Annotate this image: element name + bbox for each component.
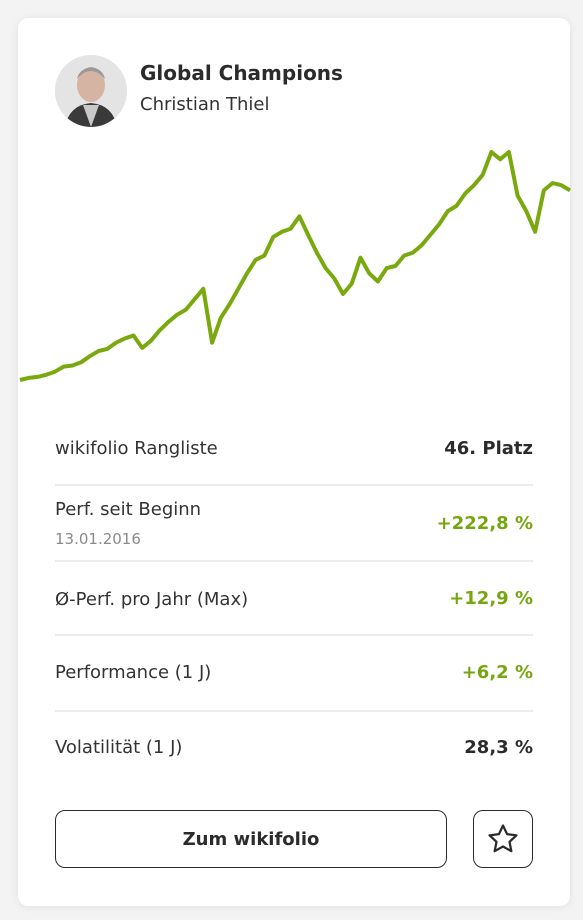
row-value: +12,9 % [449, 588, 533, 609]
row-value: +222,8 % [436, 513, 533, 534]
star-icon [488, 824, 518, 853]
portfolio-title: Global Champions [140, 61, 343, 85]
divider [55, 484, 533, 486]
avatar-image [55, 55, 127, 127]
card: Global Champions Christian Thiel wikifol… [18, 18, 570, 906]
row-sublabel: 13.01.2016 [55, 530, 141, 548]
divider [55, 634, 533, 636]
row-value: 28,3 % [464, 737, 533, 758]
divider [55, 560, 533, 562]
avatar [55, 55, 127, 127]
row-label: Performance (1 J) [55, 662, 212, 683]
row-label: Ø-Perf. pro Jahr (Max) [55, 589, 249, 610]
row-value: 46. Platz [444, 438, 533, 459]
performance-line [19, 150, 572, 382]
watchlist-button[interactable] [473, 810, 533, 868]
row-label: wikifolio Rangliste [55, 438, 218, 459]
divider [55, 710, 533, 712]
trader-name: Christian Thiel [140, 94, 270, 115]
row-label: Perf. seit Beginn [55, 499, 202, 520]
row-label: Volatilität (1 J) [55, 737, 183, 758]
open-button[interactable]: Zum wikifolio [55, 810, 447, 868]
performance-chart [19, 150, 572, 382]
row-value: +6,2 % [461, 662, 533, 683]
